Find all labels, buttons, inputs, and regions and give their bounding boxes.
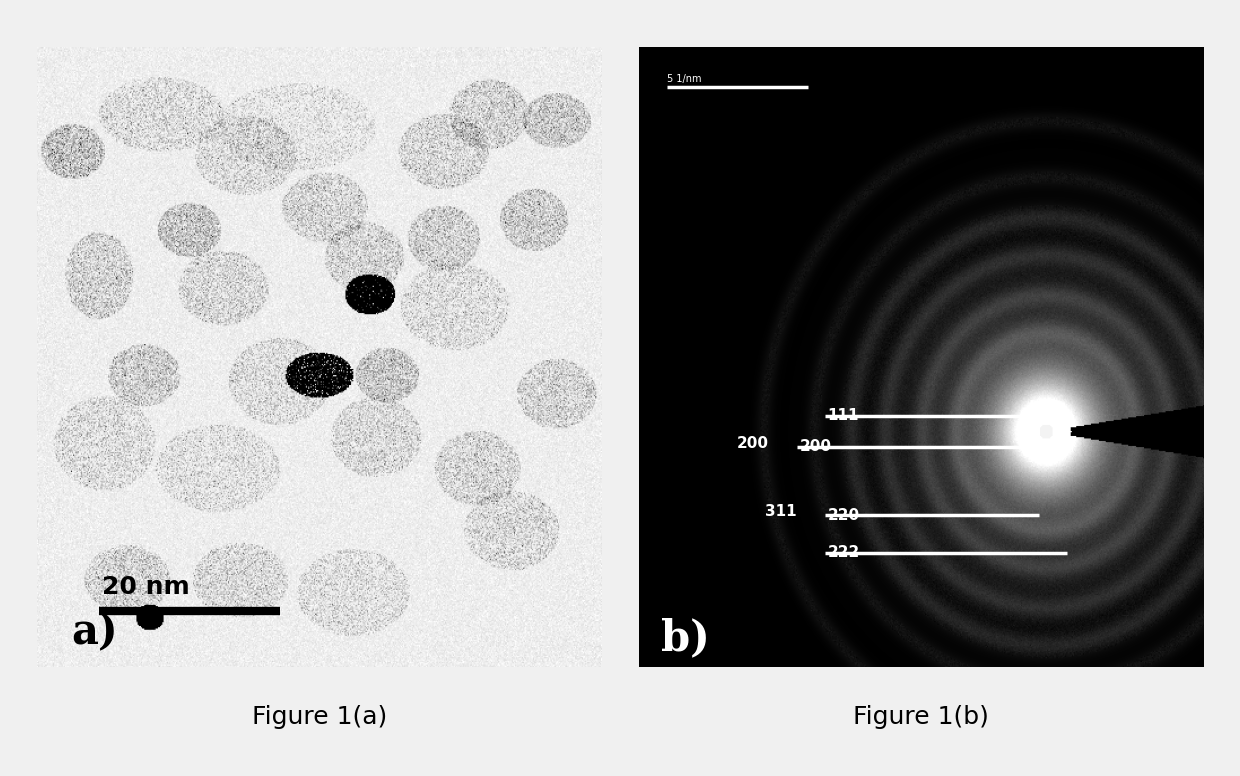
Text: 5 1/nm: 5 1/nm: [667, 74, 702, 85]
Text: 111: 111: [827, 408, 859, 424]
Text: 311: 311: [765, 504, 796, 519]
Text: 200: 200: [737, 436, 769, 451]
Text: Figure 1(b): Figure 1(b): [853, 705, 988, 729]
Text: a): a): [71, 611, 118, 653]
Text: 200: 200: [800, 439, 831, 455]
Text: b): b): [661, 618, 711, 660]
Text: 20 nm: 20 nm: [102, 575, 190, 599]
Text: Figure 1(a): Figure 1(a): [252, 705, 387, 729]
Text: 222: 222: [827, 545, 859, 560]
Text: 220: 220: [827, 508, 859, 523]
